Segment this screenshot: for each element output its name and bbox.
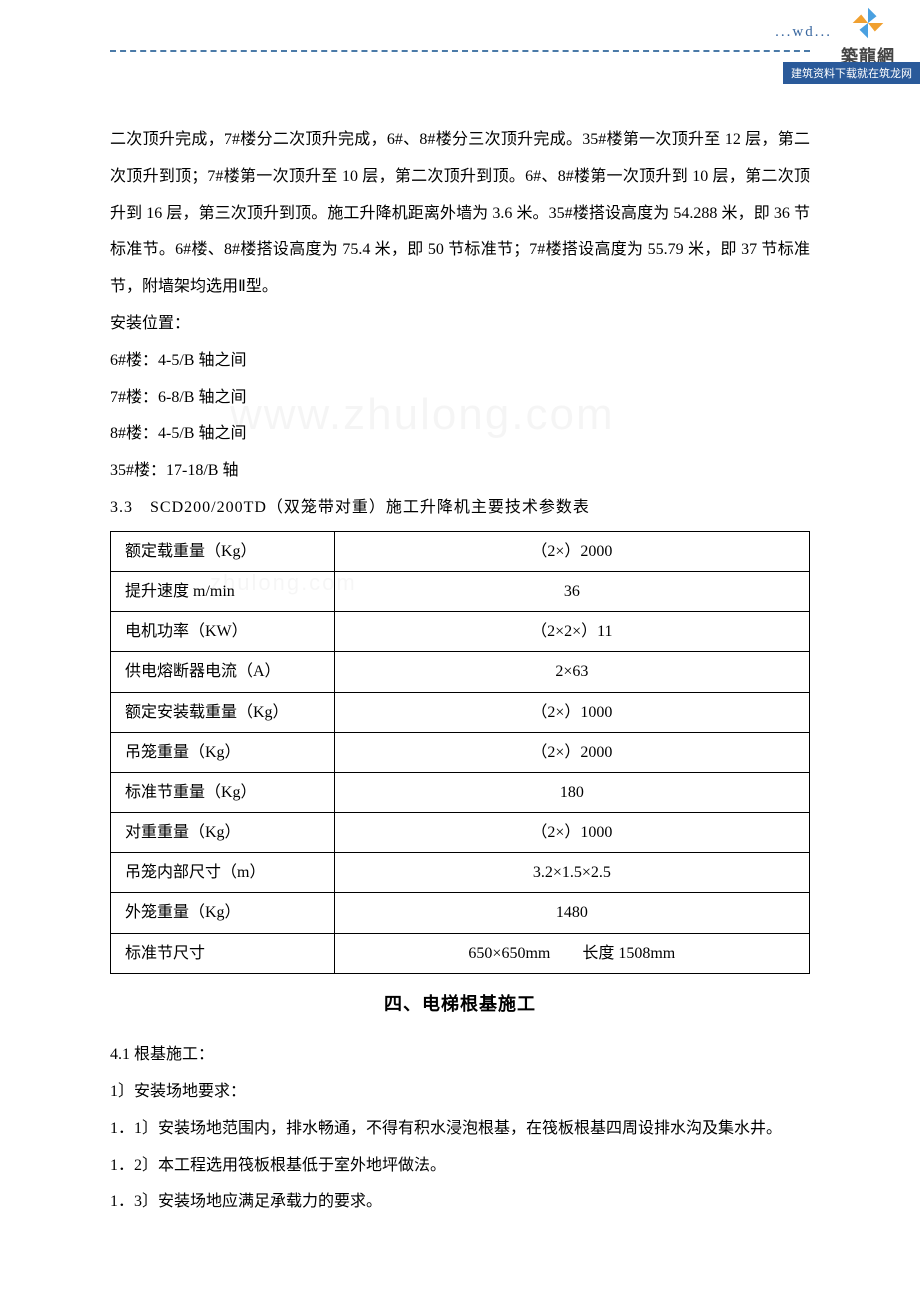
spec-value: （2×）2000 [334,732,809,772]
spec-label: 电机功率（KW） [111,612,335,652]
section-4-1: 4.1 根基施工： [110,1037,810,1074]
spec-value: （2×）2000 [334,531,809,571]
document-page: ...wd... 築龍網 zhulong.com 建筑资料下载就在筑龙网 www… [0,0,920,1281]
requirement-label: 1〕安装场地要求： [110,1074,810,1111]
spec-value: 36 [334,571,809,611]
spec-value: 3.2×1.5×2.5 [334,853,809,893]
spec-label: 额定安装载重量（Kg） [111,692,335,732]
location-35: 35#楼：17-18/B 轴 [110,453,810,490]
pinwheel-icon [851,6,885,40]
table-row: 供电熔断器电流（A）2×63 [111,652,810,692]
table-row: 额定载重量（Kg）（2×）2000 [111,531,810,571]
location-8: 8#楼：4-5/B 轴之间 [110,416,810,453]
requirement-1-1: 1．1〕安装场地范围内，排水畅通，不得有积水浸泡根基，在筏板根基四周设排水沟及集… [110,1111,810,1148]
spec-value: 2×63 [334,652,809,692]
location-7: 7#楼：6-8/B 轴之间 [110,380,810,417]
spec-value: （2×2×）11 [334,612,809,652]
table-row: 对重重量（Kg）（2×）1000 [111,813,810,853]
spec-label: 吊笼内部尺寸（m） [111,853,335,893]
spec-value: 650×650mm 长度 1508mm [334,933,809,973]
spec-value: （2×）1000 [334,692,809,732]
site-banner: 建筑资料下载就在筑龙网 [783,62,920,84]
table-row: 额定安装载重量（Kg）（2×）1000 [111,692,810,732]
body-content: 二次顶升完成，7#楼分二次顶升完成，6#、8#楼分三次顶升完成。35#楼第一次顶… [110,122,810,1221]
spec-label: 对重重量（Kg） [111,813,335,853]
header-divider [110,50,810,52]
spec-value: （2×）1000 [334,813,809,853]
spec-value: 180 [334,772,809,812]
requirement-1-2: 1．2〕本工程选用筏板根基低于室外地坪做法。 [110,1148,810,1185]
install-location-label: 安装位置： [110,306,810,343]
spec-label: 供电熔断器电流（A） [111,652,335,692]
spec-table-title: 3.3 SCD200/200TD（双笼带对重）施工升降机主要技术参数表 [110,490,810,527]
table-row: 提升速度 m/min36 [111,571,810,611]
spec-label: 外笼重量（Kg） [111,893,335,933]
table-row: 标准节尺寸650×650mm 长度 1508mm [111,933,810,973]
table-row: 电机功率（KW）（2×2×）11 [111,612,810,652]
section-4-heading: 四、电梯根基施工 [110,984,810,1025]
spec-label: 吊笼重量（Kg） [111,732,335,772]
spec-label: 提升速度 m/min [111,571,335,611]
table-row: 吊笼内部尺寸（m）3.2×1.5×2.5 [111,853,810,893]
spec-label: 标准节重量（Kg） [111,772,335,812]
requirement-1-3: 1．3〕安装场地应满足承载力的要求。 [110,1184,810,1221]
table-row: 外笼重量（Kg）1480 [111,893,810,933]
table-row: 标准节重量（Kg）180 [111,772,810,812]
spec-value: 1480 [334,893,809,933]
table-row: 吊笼重量（Kg）（2×）2000 [111,732,810,772]
spec-label: 标准节尺寸 [111,933,335,973]
spec-table: 额定载重量（Kg）（2×）2000提升速度 m/min36电机功率（KW）（2×… [110,531,810,974]
paragraph-1: 二次顶升完成，7#楼分二次顶升完成，6#、8#楼分三次顶升完成。35#楼第一次顶… [110,122,810,306]
location-6: 6#楼：4-5/B 轴之间 [110,343,810,380]
spec-label: 额定载重量（Kg） [111,531,335,571]
